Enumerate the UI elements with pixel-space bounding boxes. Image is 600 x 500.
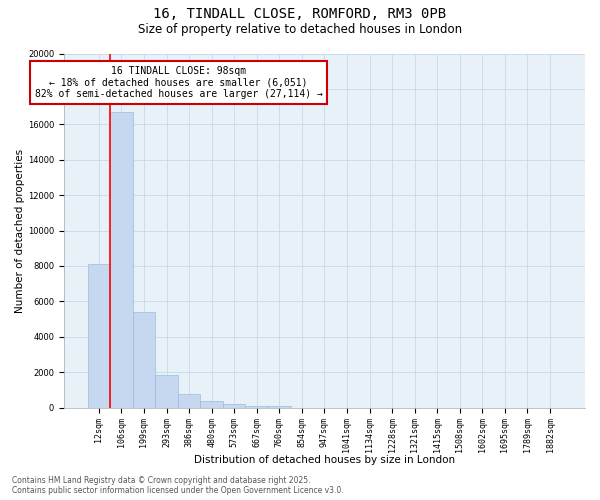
Bar xyxy=(88,264,110,408)
Bar xyxy=(245,406,268,407)
Bar xyxy=(110,112,133,408)
Text: 16 TINDALL CLOSE: 98sqm
← 18% of detached houses are smaller (6,051)
82% of semi: 16 TINDALL CLOSE: 98sqm ← 18% of detache… xyxy=(35,66,322,99)
Text: Size of property relative to detached houses in London: Size of property relative to detached ho… xyxy=(138,22,462,36)
Bar xyxy=(268,406,290,407)
X-axis label: Distribution of detached houses by size in London: Distribution of detached houses by size … xyxy=(194,455,455,465)
Bar xyxy=(178,394,200,407)
Bar xyxy=(133,312,155,408)
Bar xyxy=(155,375,178,408)
Bar xyxy=(223,404,245,407)
Y-axis label: Number of detached properties: Number of detached properties xyxy=(15,148,25,312)
Text: Contains HM Land Registry data © Crown copyright and database right 2025.
Contai: Contains HM Land Registry data © Crown c… xyxy=(12,476,344,495)
Text: 16, TINDALL CLOSE, ROMFORD, RM3 0PB: 16, TINDALL CLOSE, ROMFORD, RM3 0PB xyxy=(154,8,446,22)
Bar xyxy=(200,402,223,407)
